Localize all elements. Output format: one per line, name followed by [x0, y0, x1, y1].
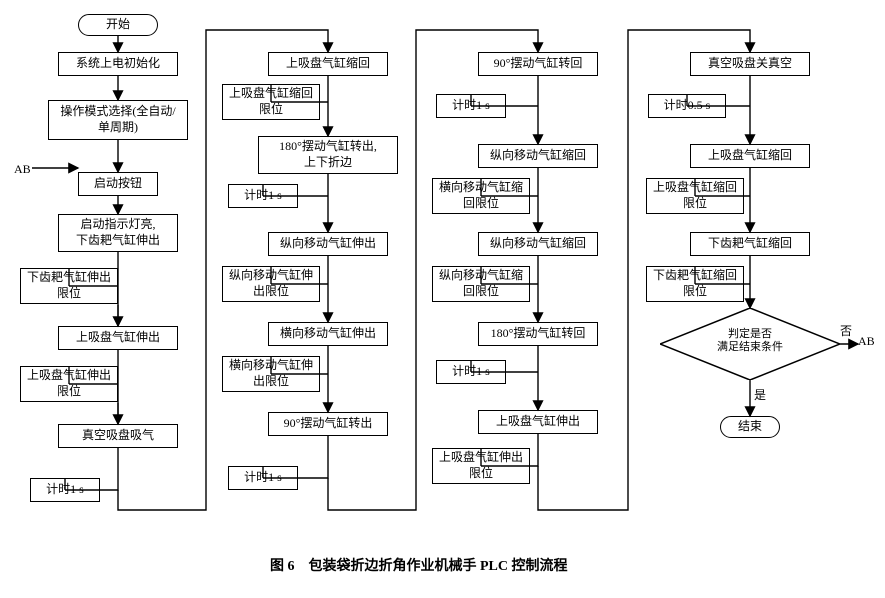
c1-limit4: 下齿耙气缸伸出限位: [20, 268, 118, 304]
figure-caption: 图 6 包装袋折边折角作业机械手 PLC 控制流程: [270, 555, 568, 575]
c2-up-retract: 上吸盘气缸缩回: [268, 52, 388, 76]
c3-swing90-back: 90°摆动气缸转回: [478, 52, 598, 76]
c2-limit3: 纵向移动气缸伸出限位: [222, 266, 320, 302]
c4-limit3: 下齿耙气缸缩回限位: [646, 266, 744, 302]
end-terminal: 结束: [720, 416, 780, 438]
c3-limit3: 纵向移动气缸缩回限位: [432, 266, 530, 302]
c3-timer1: 计时1 s: [436, 94, 506, 118]
c2-swing90: 90°摆动气缸转出: [268, 412, 388, 436]
c3-limit2: 横向移动气缸缩回限位: [432, 178, 530, 214]
no-label: 否: [840, 322, 852, 339]
c2-vert-extend: 纵向移动气缸伸出: [268, 232, 388, 256]
c1-limit5: 上吸盘气缸伸出限位: [20, 366, 118, 402]
c1-timer1: 计时1 s: [30, 478, 100, 502]
c2-limit4: 横向移动气缸伸出限位: [222, 356, 320, 392]
c3-up-extend: 上吸盘气缸伸出: [478, 410, 598, 434]
yes-label: 是: [754, 386, 766, 403]
c2-swing180: 180°摆动气缸转出, 上下折边: [258, 136, 398, 174]
c4-rake-retract: 下齿耙气缸缩回: [690, 232, 810, 256]
c3-vert-retract1: 纵向移动气缸缩回: [478, 144, 598, 168]
c1-vacuum: 真空吸盘吸气: [58, 424, 178, 448]
c2-timer2: 计时1 s: [228, 184, 298, 208]
ab-label-right: AB: [858, 334, 875, 349]
c4-timer1: 计时0.5 s: [648, 94, 726, 118]
c4-up-retract: 上吸盘气缸缩回: [690, 144, 810, 168]
c3-limit5: 上吸盘气缸伸出限位: [432, 448, 530, 484]
c3-swing180-back: 180°摆动气缸转回: [478, 322, 598, 346]
c1-up-extend: 上吸盘气缸伸出: [58, 326, 178, 350]
start-terminal: 开始: [78, 14, 158, 36]
c4-limit2: 上吸盘气缸缩回限位: [646, 178, 744, 214]
c1-mode: 操作模式选择(全自动/单周期): [48, 100, 188, 140]
c1-startbtn: 启动按钮: [78, 172, 158, 196]
c2-horiz-extend: 横向移动气缸伸出: [268, 322, 388, 346]
c2-limit1: 上吸盘气缸缩回限位: [222, 84, 320, 120]
c1-indicator: 启动指示灯亮, 下齿耙气缸伸出: [58, 214, 178, 252]
c3-vert-retract2: 纵向移动气缸缩回: [478, 232, 598, 256]
ab-label-left: AB: [14, 162, 31, 177]
c4-vacuum-off: 真空吸盘关真空: [690, 52, 810, 76]
c3-timer4: 计时1 s: [436, 360, 506, 384]
c1-init: 系统上电初始化: [58, 52, 178, 76]
c2-timer5: 计时1 s: [228, 466, 298, 490]
decision-text: 判定是否 满足结束条件: [695, 328, 805, 354]
